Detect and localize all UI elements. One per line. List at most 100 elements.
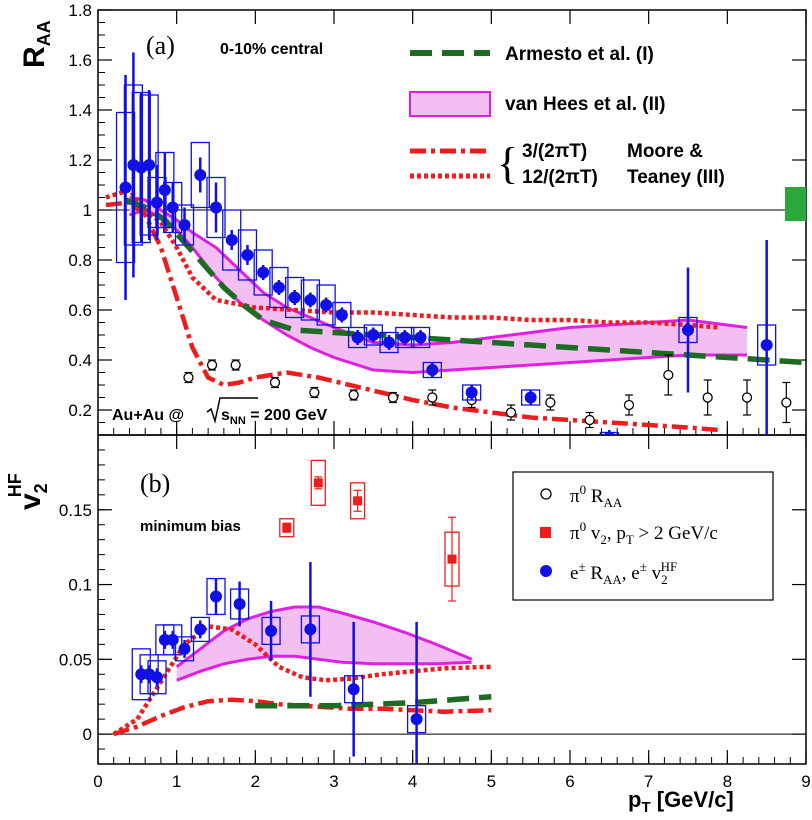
legend-moore-name-2: Teaney (III) [627,167,725,188]
pi0-raa-point [584,414,595,426]
svg-text:sNN = 200 GeV: sNN = 200 GeV [221,407,328,427]
panel-label-b: (b) [140,469,170,498]
pi0-raa-point [387,392,399,403]
electron-point [151,196,163,209]
electron-point [194,169,207,181]
electron-point [233,597,246,610]
electron-point [398,331,411,344]
y-tick-label: 1.2 [68,151,92,170]
legend-moore3-label: 3/(2πT) [522,141,587,162]
electron-point [158,184,171,196]
electron-point [347,683,360,696]
vanhees-band-b [176,607,472,681]
armesto-curve-b [255,693,492,709]
panel-b-y-ticks: 0 0.05 0.1 0.15 [59,434,806,765]
electron-point [225,234,238,246]
electron-point [682,324,694,336]
electron-point [210,590,222,603]
electron-point [383,336,396,349]
electron-point [410,713,423,726]
electron-point [288,291,301,304]
legend-moore-name-1: Moore & [627,141,703,162]
electron-sysbox [285,276,305,319]
legend-moore12-label: 12/(2πT) [522,167,598,188]
svg-text:Au+Au @: Au+Au @ [112,407,184,424]
electron-point [119,181,132,194]
y-tick-label: 1.6 [68,51,92,70]
pi0-raa-point [741,392,753,403]
pi0-v2-sysbox [349,482,366,520]
legend-electron-label: e± RAA, e± v2HF [570,559,677,587]
pi0-v2-point [282,523,292,533]
electron-point [166,633,179,646]
x-tick-label: 5 [487,772,496,791]
x-axis-title: pT [GeV/c] [628,787,734,816]
electron-sysbox [316,284,336,326]
legend-pi0-v2-marker [540,527,551,538]
y-tick-label: 1.4 [68,101,92,120]
panel-a-plot-area [105,52,806,435]
x-tick-label: 4 [408,772,417,791]
x-axis-ticks: 0 1 2 3 4 5 6 7 8 9 [93,10,811,791]
x-tick-label: 9 [801,772,810,791]
y-tick-label: 1 [83,201,92,220]
electron-sysbox [410,326,431,349]
panel-a-y-ticks: 0.2 0.4 0.6 0.8 1 1.2 1.4 1.6 1.8 [68,1,806,436]
x-tick-label: 0 [93,772,102,791]
electron-sysbox [395,326,415,349]
electron-point [241,249,254,261]
minimum-bias-annotation: minimum bias [140,518,241,535]
pi0-raa-point [427,392,438,403]
armesto-curve-a [124,197,806,366]
legend-brace: { [497,139,518,188]
pi0-raa-point [348,389,359,401]
y-tick-label: 0.15 [59,501,92,520]
electron-point [178,642,191,655]
electron-sysbox [222,209,242,271]
vanhees-lower-b [176,654,472,682]
panel-b-plot-area [112,459,492,764]
x-tick-label: 7 [644,772,653,791]
pi0-v2-sysbox [279,518,295,538]
electron-point [465,386,478,399]
electron-point [426,364,439,376]
legend-pi0-raa-marker [540,488,552,500]
pi0-v2-point [313,478,323,488]
moore-3-curve-b [112,624,492,736]
pi0-raa-point [545,397,556,408]
legend-vanhees-swatch [409,91,491,117]
x-tick-label: 2 [251,772,260,791]
vanhees-upper-b [175,605,473,668]
y-tick-label: 0.1 [68,576,92,595]
legend-panel-a: Armesto et al. (I) van Hees et al. (II) … [409,44,725,188]
x-tick-label: 6 [565,772,574,791]
electron-point [760,339,773,351]
electron-point [304,623,317,636]
electron-point [194,623,207,636]
electron-point [335,309,348,321]
electron-sysbox [174,636,195,662]
pi0-raa-point [505,407,517,418]
electron-point [320,299,333,311]
x-tick-label: 1 [172,772,181,791]
electron-point [414,331,427,344]
electron-sysbox [237,229,258,281]
electron-point [524,391,537,404]
pi0-v2-point [447,554,457,564]
electron-point [143,159,156,171]
electron-sysbox [190,616,210,643]
pi0-v2-point [353,496,363,506]
electron-point [265,624,278,637]
legend-pi0-raa-label: π0 RAA [570,482,623,510]
electron-sysbox [379,331,399,354]
electron-point [151,671,163,684]
electron-point [272,281,285,294]
pi0-raa-point [309,387,320,398]
electron-sysbox [269,266,289,309]
centrality-annotation: 0-10% central [220,41,323,58]
moore-12-curve-a [105,200,720,433]
pi0-v2-sysbox [310,459,326,506]
legend-electron-marker [540,565,552,577]
electron-sysbox [253,249,273,296]
